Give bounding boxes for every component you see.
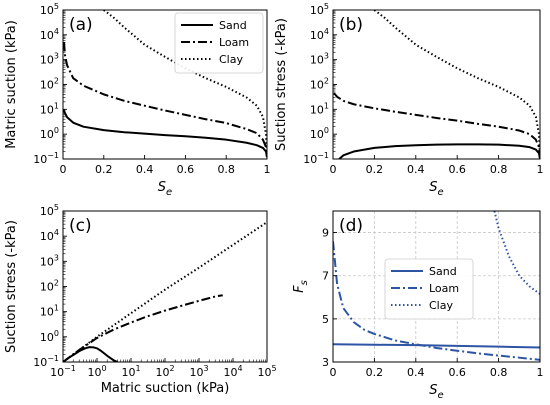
y-tick-label: 103 (40, 52, 59, 67)
x-tick-label: 102 (155, 364, 174, 379)
legend: Sand Loam Clay (384, 258, 474, 320)
y-tick-label: 100 (310, 126, 329, 141)
legend-label-sand: Sand (219, 19, 247, 32)
y-axis-label: Suction stress (-kPa) (4, 220, 19, 353)
y-tick-label: 102 (310, 77, 329, 92)
x-axis-label: Se (158, 180, 172, 198)
x-tick-label: 0.8 (490, 163, 508, 176)
x-tick-label: 0.6 (448, 366, 466, 379)
x-tick-label: 0.6 (177, 163, 195, 176)
y-tick-label: 105 (40, 203, 59, 218)
y-tick-label: 104 (310, 27, 329, 42)
x-tick-label: 100 (87, 364, 106, 379)
y-tick-label: 10−1 (303, 151, 329, 166)
legend-label-loam: Loam (429, 282, 459, 295)
series-line-loam (63, 294, 223, 362)
panel-tag: (d) (339, 216, 363, 236)
series-line-sand (338, 143, 540, 159)
series-line-clay (373, 10, 540, 158)
series-line-sand (333, 343, 540, 349)
y-axis-label: Suction stress (-kPa) (274, 18, 289, 151)
y-axis-label: Matric suction (kPa) (4, 20, 19, 149)
legend-label-loam: Loam (219, 36, 249, 49)
x-tick-label: 0.2 (366, 163, 384, 176)
y-tick-label: 10−1 (33, 354, 59, 369)
y-tick-label: 104 (40, 27, 59, 42)
y-tick-label: 7 (322, 270, 329, 283)
x-tick-label: 0.8 (490, 366, 508, 379)
x-tick-label: 1 (264, 163, 271, 176)
series-line-sand (63, 108, 267, 158)
series-line-clay (493, 211, 540, 295)
x-tick-label: 0.2 (95, 163, 113, 176)
y-tick-label: 100 (40, 329, 59, 344)
series-line-loam (63, 42, 267, 158)
series-line-loam (333, 241, 540, 361)
x-tick-label: 0.2 (366, 366, 384, 379)
x-axis-label: Se (429, 180, 443, 198)
y-axis-label: Fs (292, 280, 310, 293)
y-tick-label: 102 (40, 77, 59, 92)
x-axis-label: Matric suction (kPa) (101, 381, 230, 396)
series-line-clay (63, 221, 267, 362)
x-tick-label: 103 (189, 364, 208, 379)
x-tick-label: 104 (223, 364, 242, 379)
y-tick-label: 5 (322, 313, 329, 326)
panel-tag: (c) (69, 216, 92, 236)
y-tick-label: 9 (322, 227, 329, 240)
x-tick-label: 0.4 (407, 163, 425, 176)
x-tick-label: 0 (60, 163, 67, 176)
x-tick-label: 101 (121, 364, 140, 379)
panel-c: 10−1 100 101 102 103 104 105 10−1 100 101 102 103 10… (4, 203, 277, 396)
y-tick-label: 101 (40, 101, 59, 116)
x-tick-label: 0.4 (136, 163, 154, 176)
plot-frame (332, 210, 541, 363)
legend: Sand Loam Clay (174, 12, 264, 74)
series-line-sand (63, 346, 118, 362)
legend-label-sand: Sand (429, 265, 457, 278)
y-tick-label: 101 (310, 101, 329, 116)
x-tick-label: 105 (257, 364, 276, 379)
y-tick-label: 100 (40, 126, 59, 141)
series-line-loam (333, 92, 540, 158)
legend-label-clay: Clay (219, 53, 243, 66)
y-tick-label: 103 (310, 52, 329, 67)
plot-frame (332, 9, 541, 160)
x-tick-label: 1 (537, 163, 544, 176)
legend-label-clay: Clay (429, 299, 453, 312)
panel-d: 0 0.2 0.4 0.6 0.8 1 3 5 7 9 Se Fs (d) Sand Loam Clay (292, 210, 544, 401)
y-tick-label: 103 (40, 253, 59, 268)
panel-tag: (a) (69, 15, 93, 35)
y-tick-label: 104 (40, 228, 59, 243)
x-tick-label: 0 (330, 163, 337, 176)
x-tick-label: 0.8 (217, 163, 235, 176)
panel-tag: (b) (339, 15, 363, 35)
x-tick-label: 10−1 (50, 364, 76, 379)
x-tick-label: 0 (330, 366, 337, 379)
y-tick-label: 102 (40, 279, 59, 294)
y-tick-label: 10−1 (33, 151, 59, 166)
y-tick-label: 105 (310, 2, 329, 17)
y-tick-label: 3 (322, 356, 329, 369)
panel-a: 0 0.2 0.4 0.6 0.8 1 10−1 100 101 102 103 104 105 Se Ma… (4, 2, 271, 198)
x-tick-label: 1 (537, 366, 544, 379)
panel-b: 0 0.2 0.4 0.6 0.8 1 10−1 100 101 102 103 104 105 Se Su… (274, 2, 544, 198)
y-tick-label: 101 (40, 304, 59, 319)
x-axis-label: Se (429, 383, 443, 401)
x-tick-label: 0.4 (407, 366, 425, 379)
x-tick-label: 0.6 (448, 163, 466, 176)
y-tick-label: 105 (40, 2, 59, 17)
